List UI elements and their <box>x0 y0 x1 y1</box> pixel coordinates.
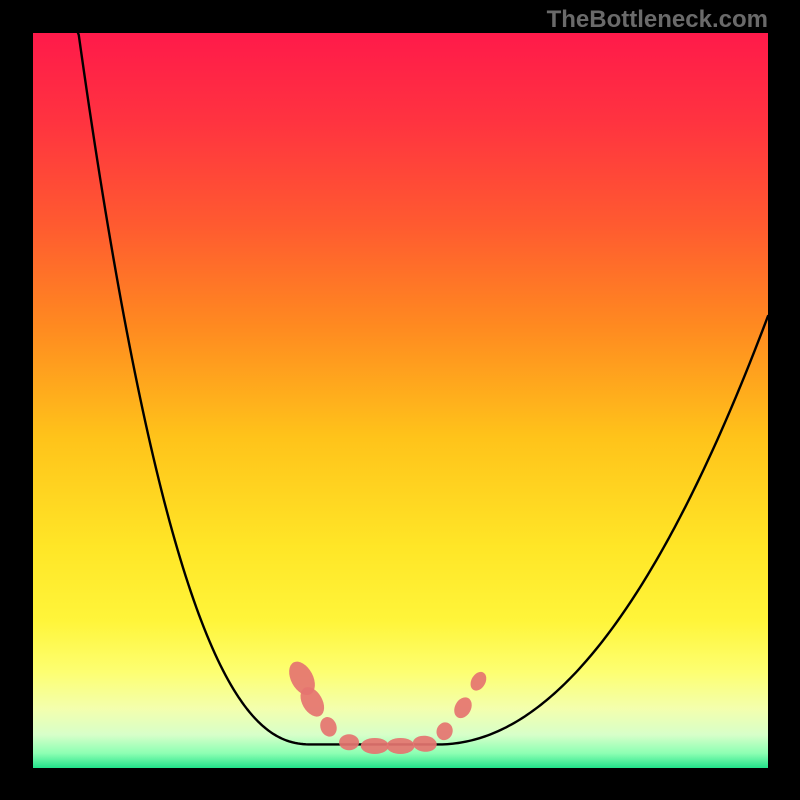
plot-svg <box>33 33 768 768</box>
gradient-background <box>33 33 768 768</box>
watermark-text: TheBottleneck.com <box>547 6 768 34</box>
marker-point <box>387 738 415 754</box>
marker-point <box>361 738 389 754</box>
plot-area <box>33 33 768 768</box>
chart-container: TheBottleneck.com <box>0 0 800 800</box>
marker-point <box>339 734 359 750</box>
